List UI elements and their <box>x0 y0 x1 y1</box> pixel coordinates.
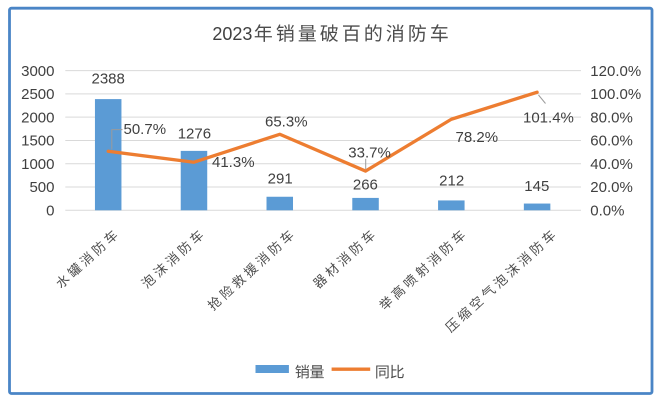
svg-text:0: 0 <box>46 203 54 220</box>
svg-text:65.3%: 65.3% <box>265 114 308 131</box>
svg-text:101.4%: 101.4% <box>523 109 574 126</box>
svg-text:33.7%: 33.7% <box>348 144 391 161</box>
svg-text:20.0%: 20.0% <box>590 179 633 196</box>
svg-text:2023: 2023 <box>212 24 252 44</box>
svg-text:2388: 2388 <box>92 71 125 88</box>
svg-text:120.0%: 120.0% <box>590 63 641 80</box>
svg-text:60.0%: 60.0% <box>590 133 633 150</box>
svg-text:78.2%: 78.2% <box>456 129 499 146</box>
svg-text:80.0%: 80.0% <box>590 109 633 126</box>
svg-text:145: 145 <box>524 178 549 195</box>
svg-text:212: 212 <box>439 173 464 190</box>
svg-text:50.7%: 50.7% <box>124 121 167 138</box>
svg-text:40.0%: 40.0% <box>590 156 633 173</box>
svg-text:1500: 1500 <box>21 133 54 150</box>
svg-text:1276: 1276 <box>178 125 211 142</box>
svg-text:2500: 2500 <box>21 86 54 103</box>
svg-text:3000: 3000 <box>21 63 54 80</box>
svg-text:266: 266 <box>353 177 378 194</box>
svg-text:500: 500 <box>29 179 54 196</box>
svg-text:100.0%: 100.0% <box>590 86 641 103</box>
svg-text:291: 291 <box>268 171 293 188</box>
svg-text:0.0%: 0.0% <box>590 203 624 220</box>
svg-text:41.3%: 41.3% <box>212 154 255 171</box>
svg-text:2000: 2000 <box>21 109 54 126</box>
svg-text:1000: 1000 <box>21 156 54 173</box>
